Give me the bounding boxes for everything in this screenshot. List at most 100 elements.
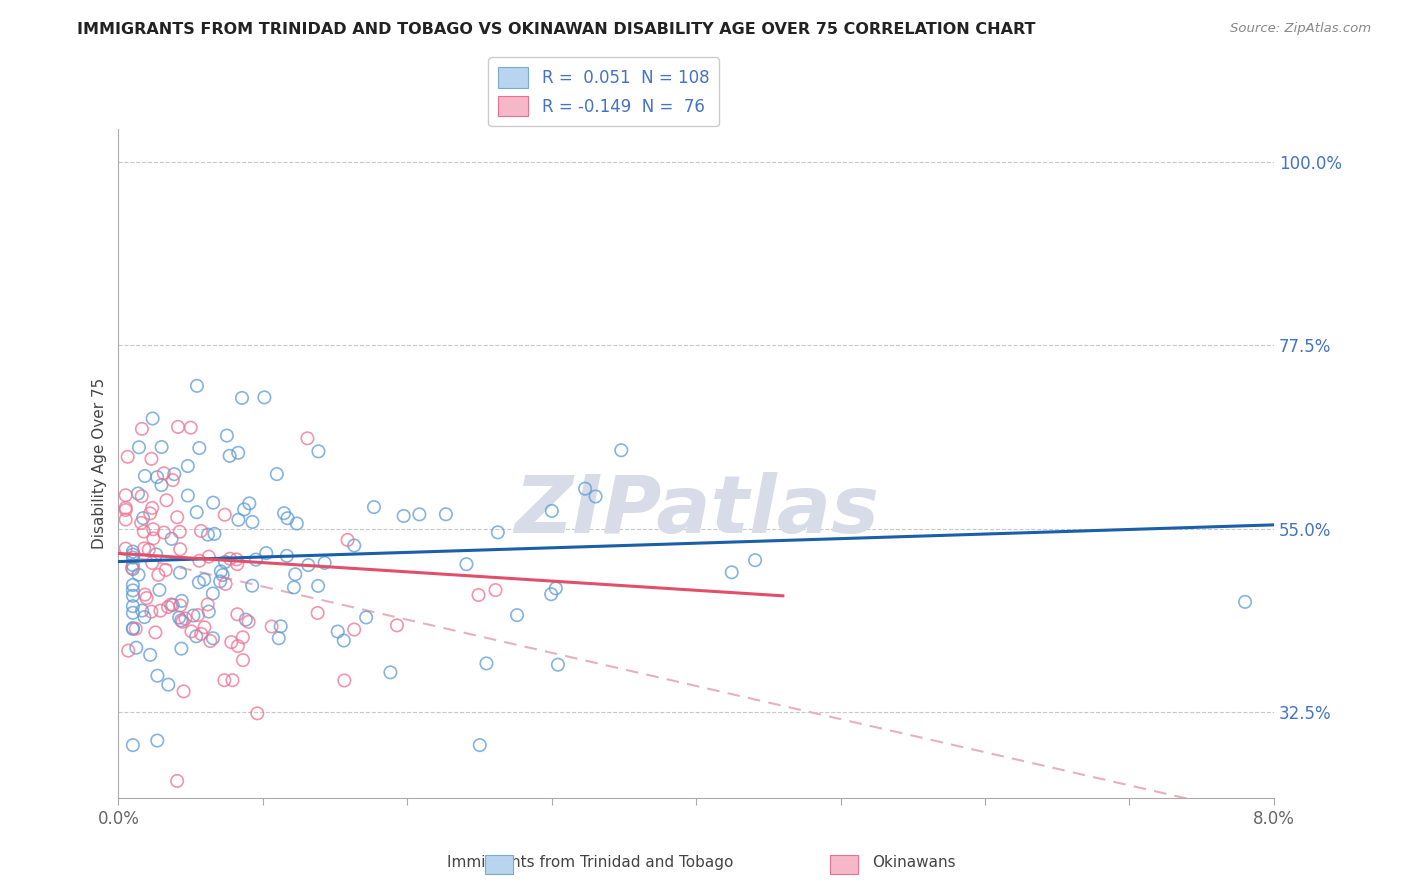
Point — [148, 568, 170, 582]
Point — [190, 524, 212, 538]
Point — [122, 544, 145, 558]
Point — [169, 599, 191, 613]
Point — [187, 608, 209, 623]
Point — [218, 449, 240, 463]
Point — [284, 567, 307, 582]
Point — [214, 673, 236, 688]
Point — [170, 613, 193, 627]
Text: IMMIGRANTS FROM TRINIDAD AND TOBAGO VS OKINAWAN DISABILITY AGE OVER 75 CORRELATI: IMMIGRANTS FROM TRINIDAD AND TOBAGO VS O… — [77, 22, 1036, 37]
Point — [114, 512, 136, 526]
Point — [145, 548, 167, 562]
Point — [385, 618, 408, 632]
Point — [166, 510, 188, 524]
Point — [135, 591, 157, 605]
Point — [186, 629, 208, 643]
Point — [197, 605, 219, 619]
Point — [238, 496, 260, 510]
Point — [170, 641, 193, 656]
Point — [173, 684, 195, 698]
Point — [506, 608, 529, 623]
Point — [475, 657, 498, 671]
Point — [197, 598, 219, 612]
Point — [204, 527, 226, 541]
Point — [307, 444, 329, 458]
Point — [122, 578, 145, 592]
Point — [434, 508, 457, 522]
Point — [138, 542, 160, 557]
Point — [219, 635, 242, 649]
Point — [166, 773, 188, 788]
Point — [226, 639, 249, 653]
Point — [285, 516, 308, 531]
Point — [201, 586, 224, 600]
Point — [122, 589, 145, 603]
Point — [145, 625, 167, 640]
Point — [160, 532, 183, 546]
Point — [139, 648, 162, 662]
Point — [467, 588, 489, 602]
Point — [408, 508, 430, 522]
Point — [131, 604, 153, 618]
Text: ZIPatlas: ZIPatlas — [513, 472, 879, 549]
Point — [540, 504, 562, 518]
Point — [162, 473, 184, 487]
Point — [177, 458, 200, 473]
Point — [146, 733, 169, 747]
Point — [146, 669, 169, 683]
Point — [134, 469, 156, 483]
Point — [273, 506, 295, 520]
Point — [266, 467, 288, 481]
Point — [186, 379, 208, 393]
Point — [246, 706, 269, 721]
Point — [326, 624, 349, 639]
Point — [363, 500, 385, 514]
Point — [225, 552, 247, 566]
Point — [297, 558, 319, 573]
Point — [221, 673, 243, 688]
Point — [242, 515, 264, 529]
Point — [122, 738, 145, 752]
Point — [131, 422, 153, 436]
Point — [392, 508, 415, 523]
Point — [114, 541, 136, 556]
Point — [155, 563, 177, 577]
Point — [235, 613, 257, 627]
Point — [122, 606, 145, 620]
Point — [153, 467, 176, 481]
Point — [139, 506, 162, 520]
Point — [186, 505, 208, 519]
Point — [146, 470, 169, 484]
Point — [232, 653, 254, 667]
Point — [141, 605, 163, 619]
Point — [610, 443, 633, 458]
Point — [148, 582, 170, 597]
Point — [343, 539, 366, 553]
Point — [214, 508, 236, 522]
Point — [198, 549, 221, 564]
Point — [169, 566, 191, 580]
Point — [226, 446, 249, 460]
Point — [170, 594, 193, 608]
Point — [187, 575, 209, 590]
Point — [215, 428, 238, 442]
Point — [169, 524, 191, 539]
Point — [122, 550, 145, 565]
Point — [157, 599, 180, 614]
Point — [314, 556, 336, 570]
Point — [132, 524, 155, 539]
Point — [253, 390, 276, 404]
Point — [150, 478, 173, 492]
Point — [127, 486, 149, 500]
Point — [174, 611, 197, 625]
Point — [190, 627, 212, 641]
Point — [177, 489, 200, 503]
Point — [122, 548, 145, 562]
Point — [122, 558, 145, 573]
Point — [169, 542, 191, 557]
Point — [343, 623, 366, 637]
Point — [214, 577, 236, 591]
Text: Immigrants from Trinidad and Tobago: Immigrants from Trinidad and Tobago — [447, 855, 734, 870]
Point — [142, 522, 165, 536]
Point — [122, 583, 145, 598]
Point — [122, 621, 145, 635]
